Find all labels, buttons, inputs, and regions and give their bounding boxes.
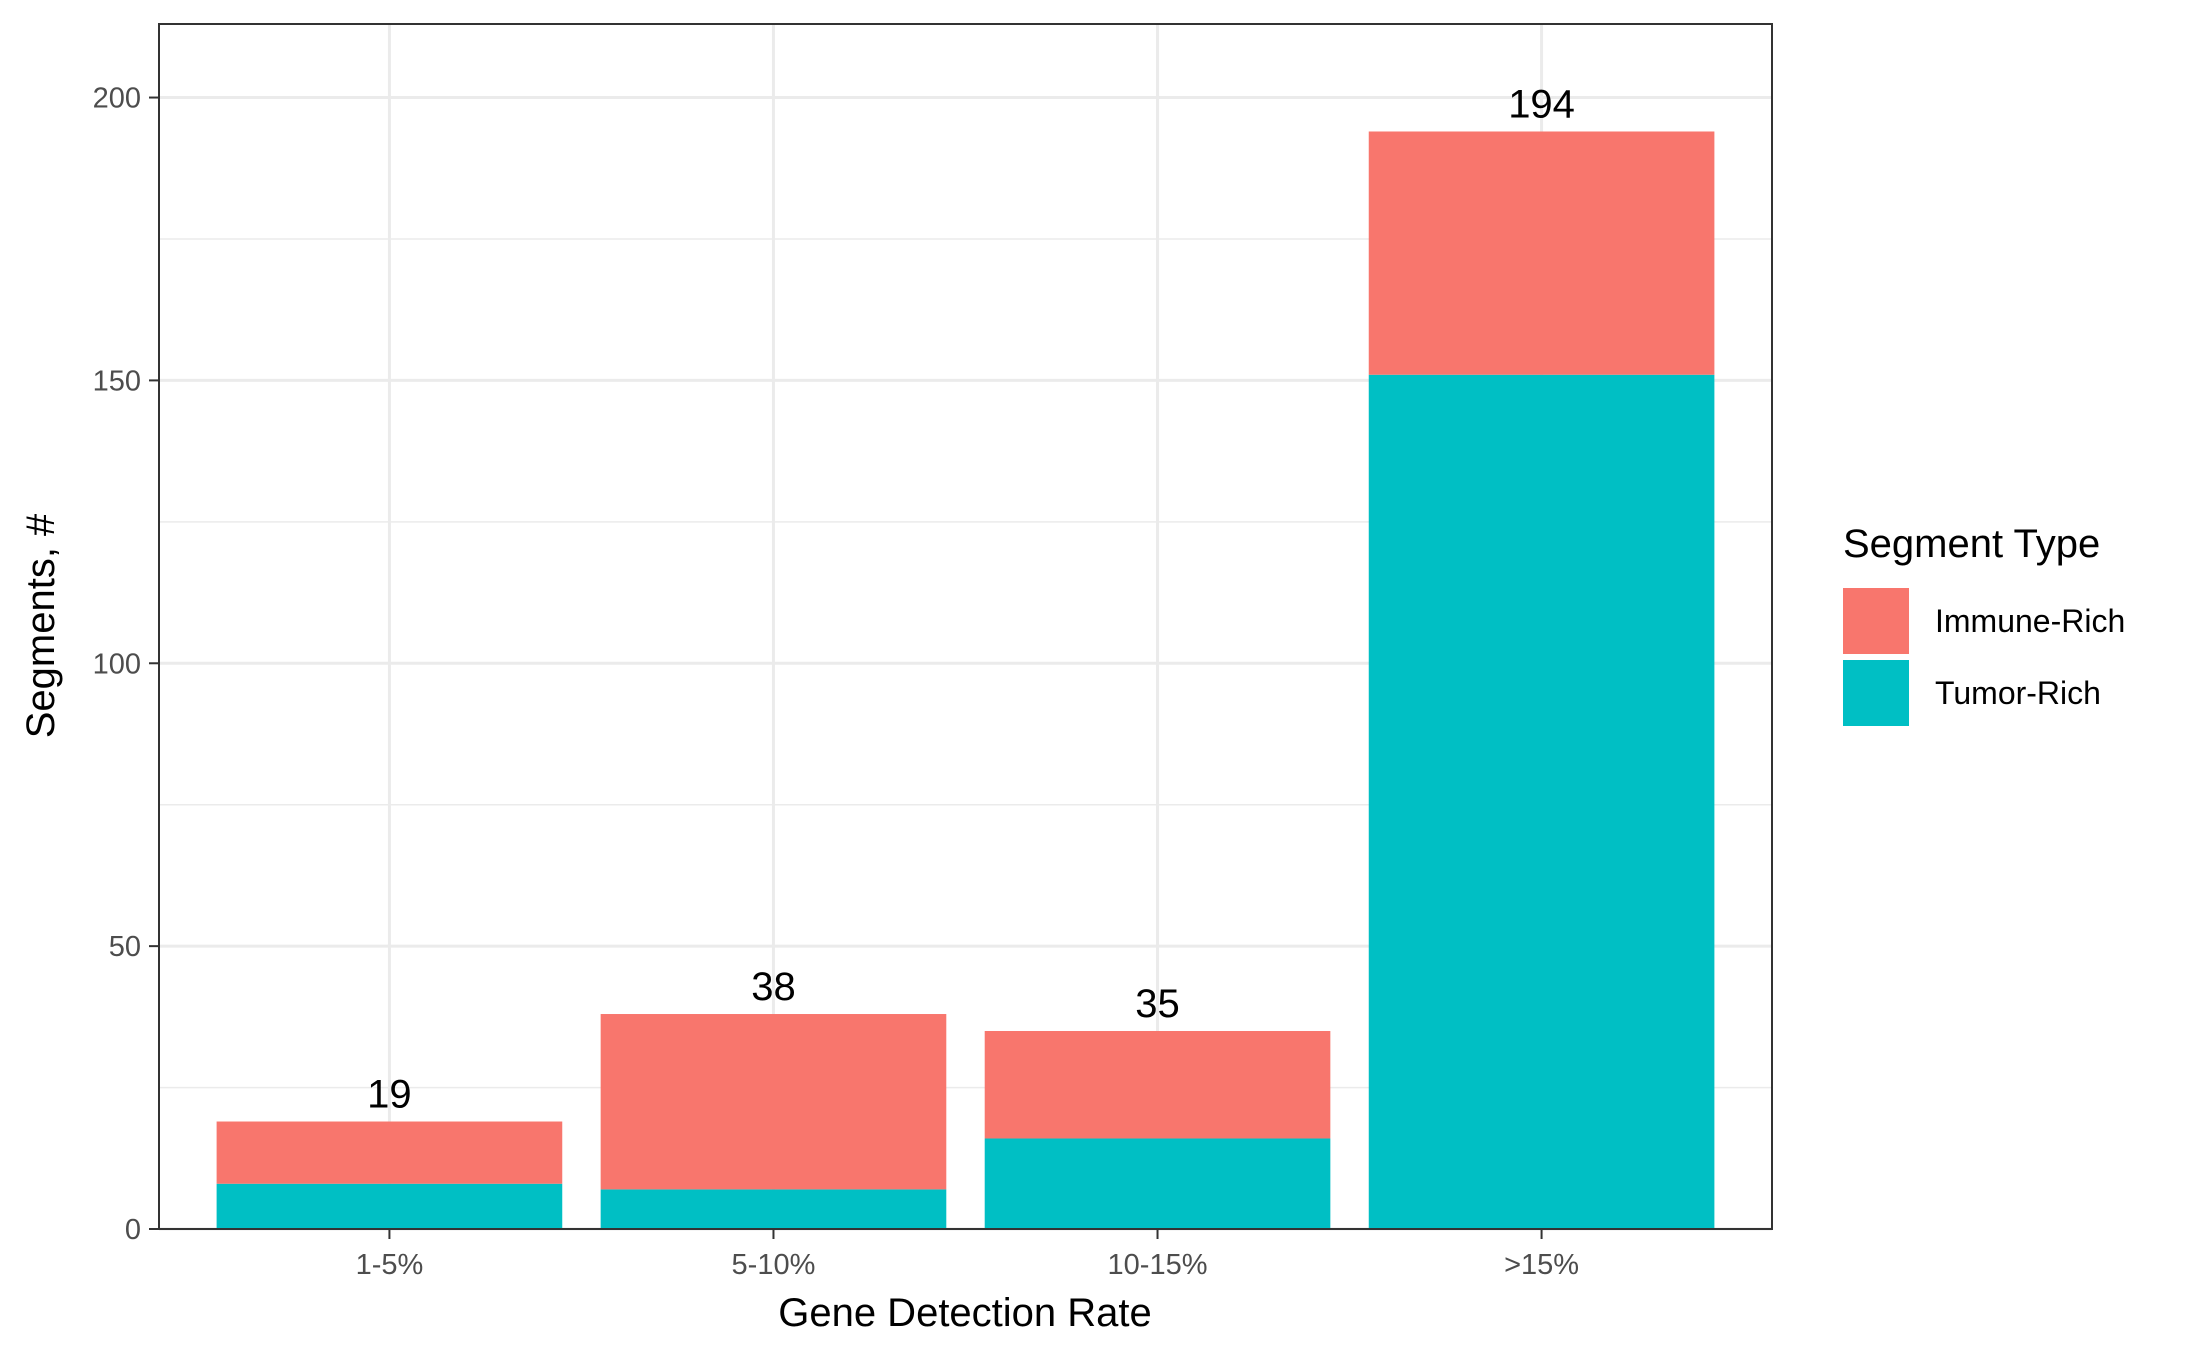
bars <box>216 131 1715 1229</box>
bar-total-label: 38 <box>751 965 796 1009</box>
bar-total-label: 194 <box>1508 82 1575 126</box>
bar-segment-tumor-rich <box>216 1183 563 1229</box>
x-tick-label: 10-15% <box>1108 1249 1208 1281</box>
legend-key <box>1843 588 1909 654</box>
bar-segment-immune-rich <box>984 1030 1331 1139</box>
legend-title: Segment Type <box>1843 522 2100 566</box>
bar-total-label: 35 <box>1135 982 1180 1026</box>
y-axis-title: Segments, # <box>19 513 63 738</box>
y-tick-label: 100 <box>93 648 141 680</box>
bar-segment-tumor-rich <box>1368 374 1715 1229</box>
legend-entries: Immune-Rich Tumor-Rich <box>1843 588 2125 726</box>
y-axis-ticks: 0 50 100 150 200 <box>93 83 159 1246</box>
x-axis-title: Gene Detection Rate <box>778 1291 1152 1335</box>
x-tick-label: >15% <box>1504 1249 1579 1281</box>
bar-segment-immune-rich <box>1368 131 1715 375</box>
bar-total-label: 19 <box>367 1073 412 1117</box>
panel-border <box>158 23 1773 1230</box>
x-tick-label: 5-10% <box>732 1249 816 1281</box>
legend: Segment Type Immune-Rich Tumor-Rich <box>1843 522 2125 726</box>
y-tick-label: 200 <box>93 83 141 115</box>
legend-label: Immune-Rich <box>1935 603 2125 639</box>
bar-total-labels: 19 38 35 194 <box>367 82 1575 1116</box>
x-tick-label: 1-5% <box>356 1249 424 1281</box>
bar-segment-tumor-rich <box>984 1138 1331 1229</box>
bar-segment-immune-rich <box>600 1014 947 1190</box>
x-axis-ticks: 1-5% 5-10% 10-15% >15% <box>356 1229 1579 1281</box>
bar-segment-immune-rich <box>216 1121 563 1184</box>
y-tick-label: 0 <box>125 1214 141 1246</box>
legend-label: Tumor-Rich <box>1935 675 2101 711</box>
y-tick-label: 150 <box>93 365 141 397</box>
legend-key <box>1843 660 1909 726</box>
y-tick-label: 50 <box>109 931 141 963</box>
bar-segment-tumor-rich <box>600 1189 947 1229</box>
